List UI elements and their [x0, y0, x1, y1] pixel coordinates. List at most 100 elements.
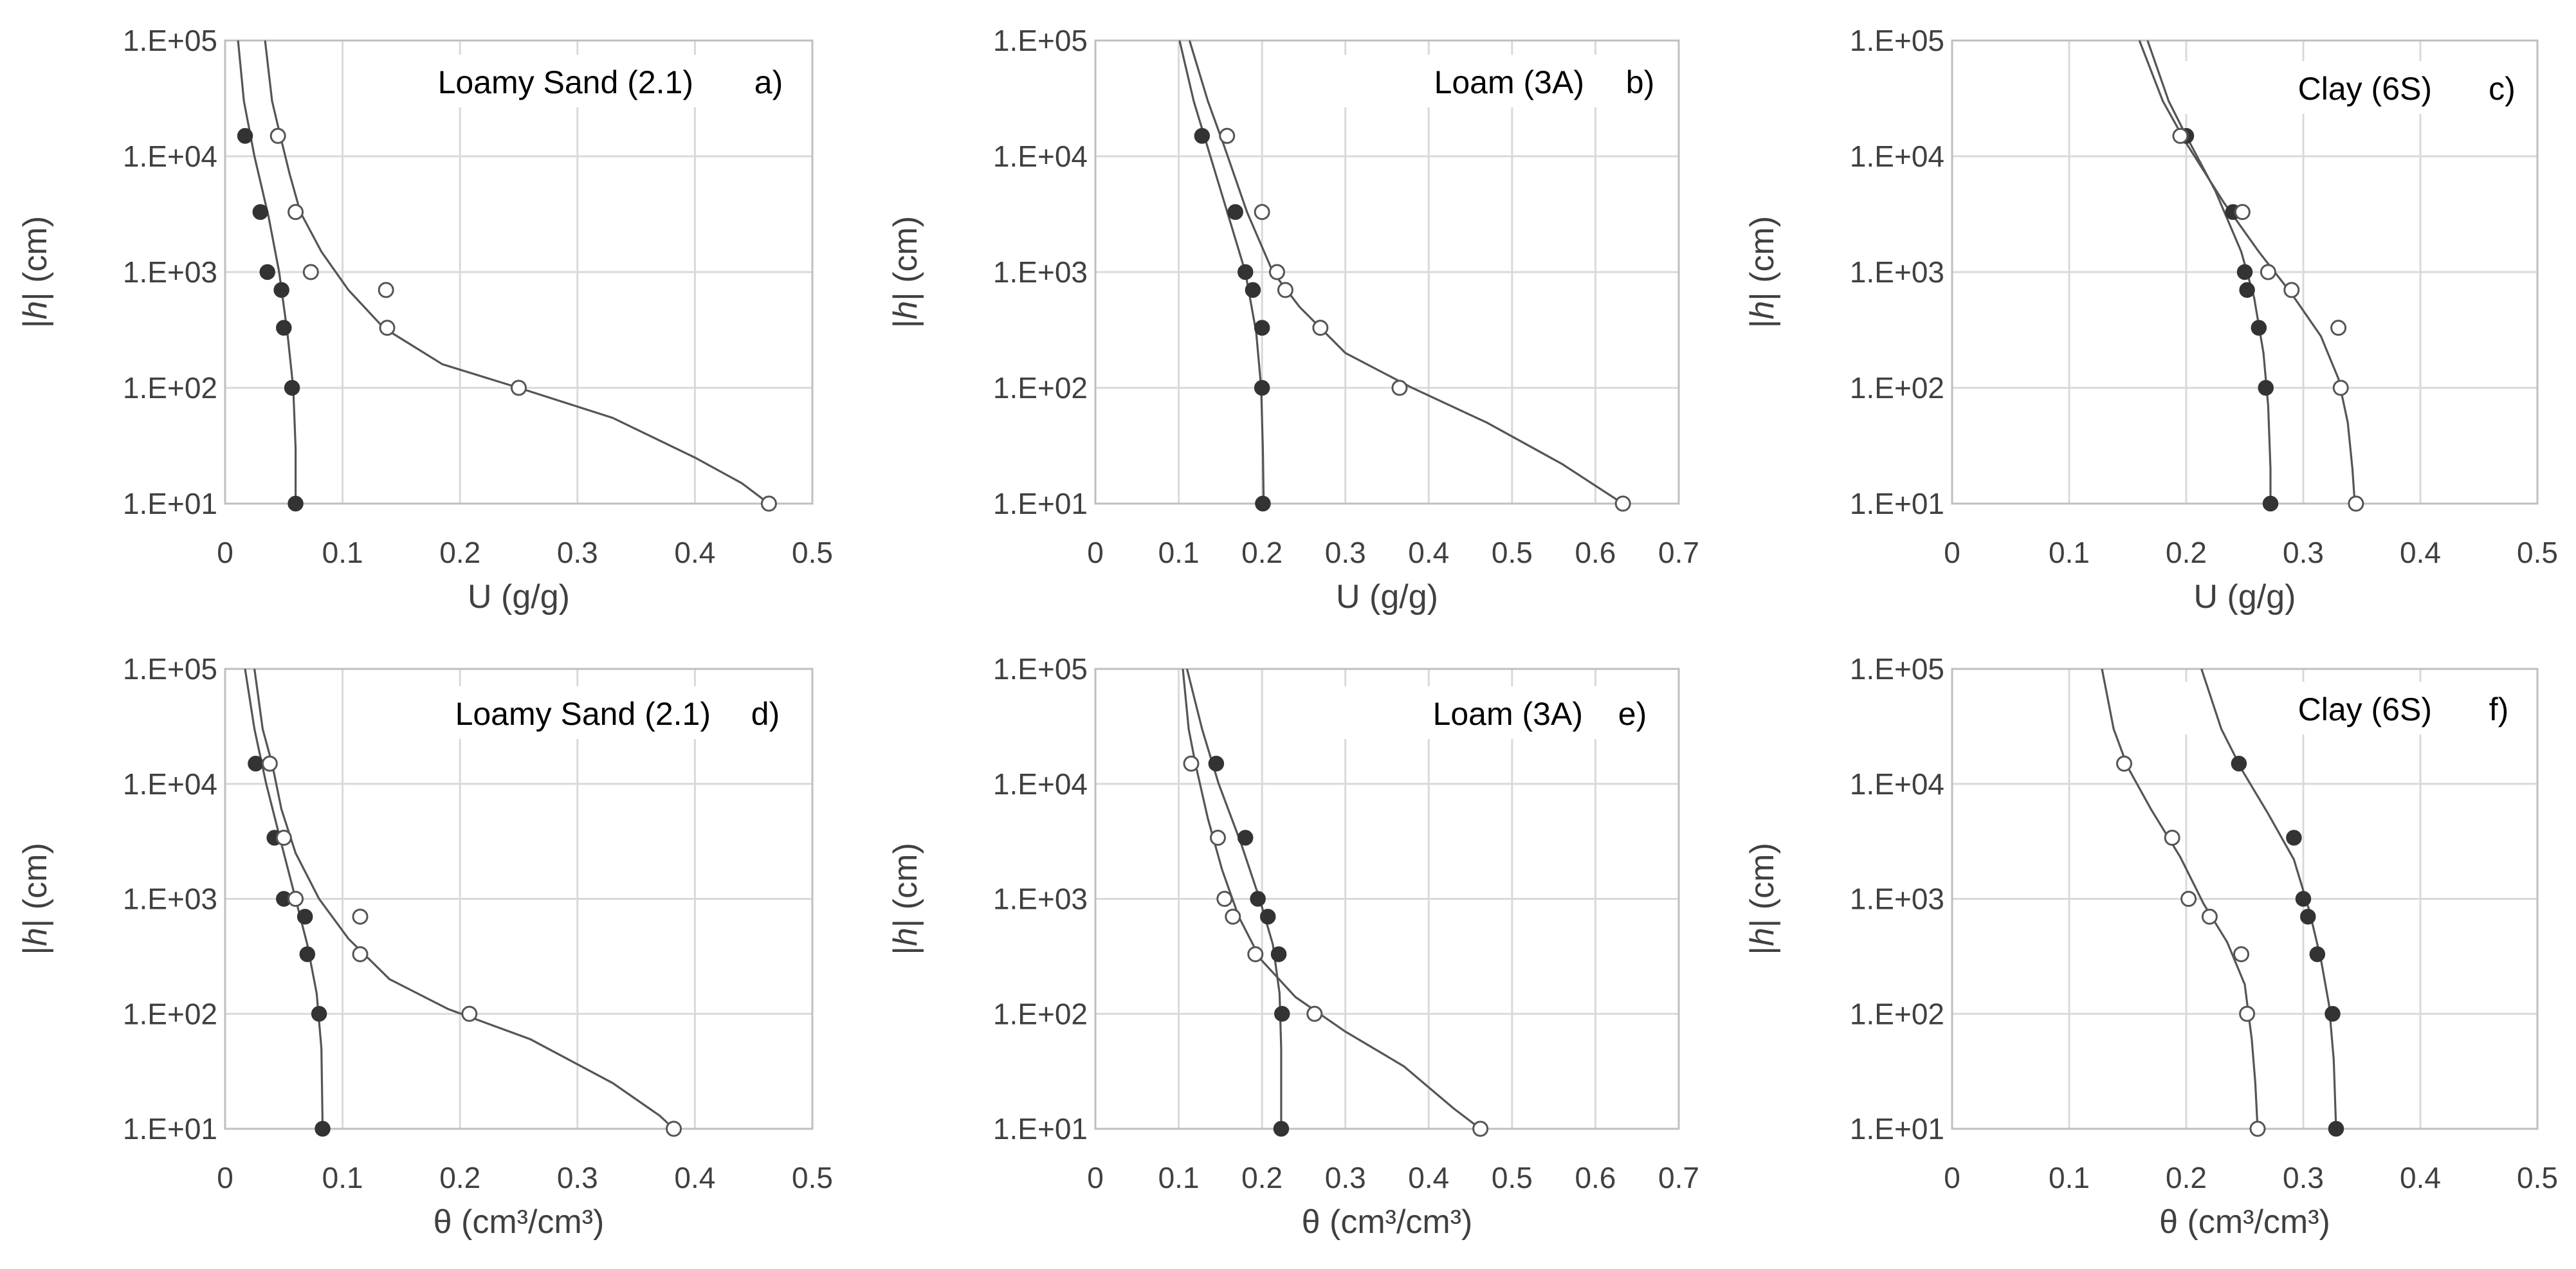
- x-tick-label: 0.1: [2049, 536, 2090, 569]
- filled-data-point: [2328, 1120, 2344, 1137]
- plot-frame: [1094, 39, 1680, 505]
- filled-data-point: [1237, 264, 1254, 280]
- x-tick-label: 0: [1944, 536, 1960, 569]
- open-data-point: [378, 282, 394, 298]
- x-tick-label: 0: [1087, 536, 1104, 569]
- x-tick-label: 0.1: [322, 536, 363, 569]
- filled-data-point: [1194, 128, 1210, 144]
- open-data-point: [461, 1005, 478, 1022]
- title-background: [410, 55, 751, 107]
- title-background: [1301, 55, 1642, 107]
- x-tick-label: 0.2: [2166, 1161, 2207, 1194]
- filled-data-point: [276, 320, 292, 336]
- x-tick-label: 0.3: [2283, 536, 2324, 569]
- y-axis-label: |h| (cm): [1744, 843, 1781, 954]
- y-axis-label: |h| (cm): [17, 843, 54, 954]
- plot-frame: [224, 39, 814, 505]
- y-tick-label: 1.E+05: [993, 24, 1088, 57]
- x-tick-label: 0.5: [1492, 536, 1533, 569]
- chart-panel: 0 0.1 0.2 0.3 0.4 0.5 0.6 0.7 1.E+01 1.E+02 1.E+03…: [887, 652, 1699, 1241]
- y-tick-label: 1.E+03: [1850, 882, 1944, 916]
- x-tick-label: 0.4: [2400, 1161, 2441, 1194]
- y-tick-label: 1.E+05: [123, 652, 217, 686]
- open-data-point: [666, 1120, 682, 1137]
- panel-tag: b): [1626, 64, 1654, 100]
- x-tick-label: 0.2: [439, 536, 480, 569]
- x-tick-label: 0.4: [2400, 536, 2441, 569]
- open-data-point: [1268, 264, 1285, 280]
- open-data-point: [2164, 829, 2180, 846]
- x-tick-label: 0.5: [2517, 536, 2558, 569]
- x-tick-label: 0.4: [1408, 536, 1449, 569]
- chart-title: Loamy Sand (2.1): [438, 64, 693, 100]
- x-axis-label: θ (cm³/cm³): [1302, 1203, 1473, 1241]
- y-tick-label: 1.E+04: [993, 767, 1088, 801]
- y-tick-label: 1.E+03: [123, 882, 217, 916]
- open-data-point: [1225, 908, 1241, 925]
- x-tick-label: 0.1: [1158, 536, 1200, 569]
- open-data-point: [275, 829, 292, 846]
- chart-panel: 0 0.1 0.2 0.3 0.4 0.5 1.E+01 1.E+02 1.E+03 1.E+04…: [1744, 24, 2558, 616]
- plot-frame: [1951, 39, 2539, 505]
- y-tick-label: 1.E+03: [993, 255, 1088, 289]
- open-data-point: [302, 264, 319, 280]
- filled-data-point: [1250, 891, 1266, 907]
- y-tick-label: 1.E+05: [1850, 652, 1944, 686]
- x-tick-label: 0.6: [1575, 1161, 1616, 1194]
- open-data-point: [2330, 320, 2347, 336]
- x-tick-label: 0.3: [2283, 1161, 2324, 1194]
- open-data-point: [1209, 829, 1226, 846]
- filled-data-point: [288, 495, 304, 512]
- x-tick-label: 0.4: [1408, 1161, 1449, 1194]
- filled-data-point: [2300, 908, 2316, 925]
- y-axis-label: |h| (cm): [887, 216, 924, 328]
- y-tick-label: 1.E+02: [993, 997, 1088, 1030]
- open-data-point: [2234, 204, 2251, 221]
- panel-tag: f): [2489, 691, 2509, 727]
- plot-frame: [1951, 668, 2539, 1130]
- filled-data-point: [2325, 1006, 2341, 1022]
- x-tick-label: 0.4: [674, 1161, 715, 1194]
- chart-panel: 0 0.1 0.2 0.3 0.4 0.5 1.E+01 1.E+02 1.E+03 1.E+04…: [17, 652, 833, 1241]
- x-tick-label: 0.3: [1325, 536, 1366, 569]
- y-tick-label: 1.E+01: [993, 1112, 1088, 1146]
- filled-data-point: [1270, 946, 1287, 962]
- open-data-point: [2116, 755, 2133, 772]
- open-data-point: [1247, 946, 1264, 963]
- filled-data-point: [2231, 756, 2247, 772]
- open-data-point: [1312, 320, 1329, 336]
- filled-data-point: [2309, 946, 2326, 962]
- filled-data-point: [2295, 891, 2312, 907]
- y-tick-label: 1.E+03: [123, 255, 217, 289]
- x-axis-label: U (g/g): [1336, 578, 1438, 616]
- y-tick-label: 1.E+04: [123, 140, 217, 173]
- chart-title: Loam (3A): [1433, 696, 1583, 732]
- filled-data-point: [1254, 379, 1270, 396]
- open-data-point: [2260, 264, 2276, 280]
- filled-data-point: [1227, 204, 1243, 220]
- y-tick-label: 1.E+02: [993, 371, 1088, 405]
- filled-data-point: [2262, 495, 2279, 512]
- open-data-point: [1183, 755, 1200, 772]
- open-data-point: [261, 755, 278, 772]
- y-tick-label: 1.E+04: [123, 767, 217, 801]
- open-data-point: [288, 204, 304, 221]
- x-axis-label: θ (cm³/cm³): [434, 1203, 605, 1241]
- chart-title: Loamy Sand (2.1): [455, 696, 711, 732]
- y-axis-label: |h| (cm): [1744, 216, 1781, 328]
- filled-data-point: [1259, 908, 1276, 925]
- filled-data-point: [1273, 1120, 1290, 1137]
- filled-data-point: [311, 1006, 327, 1022]
- filled-data-point: [273, 282, 289, 298]
- y-tick-label: 1.E+01: [123, 487, 217, 520]
- filled-data-point: [259, 264, 275, 280]
- filled-data-point: [237, 128, 253, 144]
- x-tick-label: 0.2: [1241, 1161, 1283, 1194]
- y-axis-label: |h| (cm): [887, 843, 924, 954]
- filled-data-point: [1237, 830, 1254, 846]
- y-tick-label: 1.E+05: [1850, 24, 1944, 57]
- x-tick-label: 0.5: [792, 536, 833, 569]
- x-tick-label: 0.1: [1158, 1161, 1200, 1194]
- x-tick-label: 0.3: [557, 1161, 598, 1194]
